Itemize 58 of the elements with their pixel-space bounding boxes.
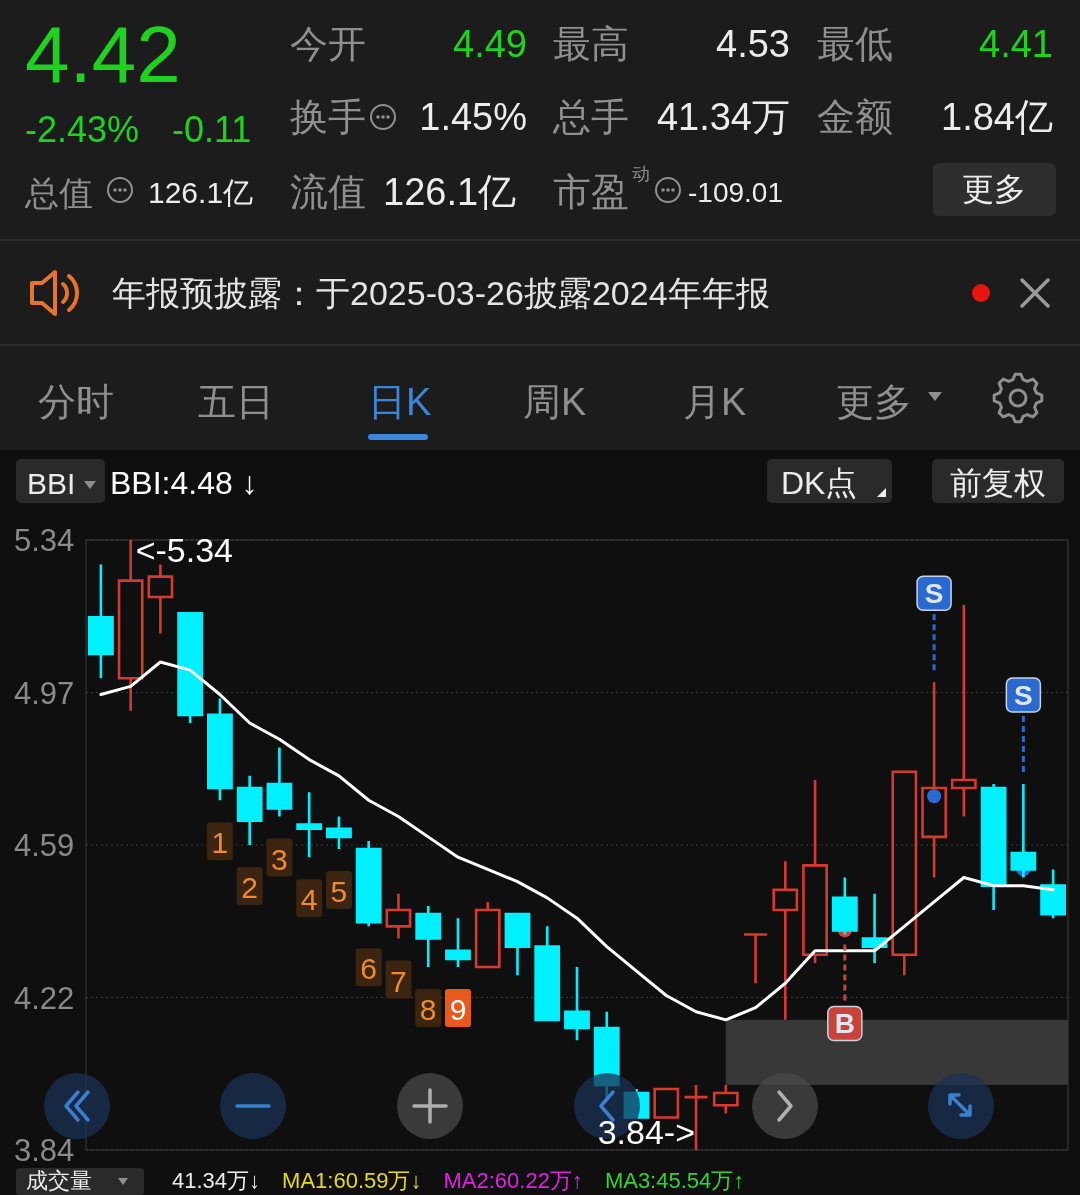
text: -109.01 xyxy=(688,177,783,208)
text: MA3:45.54万↑ xyxy=(604,1168,745,1193)
text: 分时 xyxy=(38,381,114,423)
text: 126.1亿 xyxy=(383,171,517,213)
text: 动 xyxy=(632,164,650,184)
text: 流值 xyxy=(290,171,366,213)
text: 市盈 xyxy=(553,171,629,213)
text: 7 xyxy=(390,964,407,998)
text: 更多 xyxy=(836,381,912,423)
text: 4.49 xyxy=(453,23,527,65)
text: 月K xyxy=(683,381,747,423)
text: 1 xyxy=(211,826,229,860)
text: MA1:60.59万↓ xyxy=(282,1168,422,1193)
text: 9 xyxy=(449,993,467,1026)
text: 年报预披露：于2025-03-26披露2024年年报 xyxy=(112,274,770,312)
annotation: S xyxy=(1014,680,1033,711)
y-tick-label: 4.59 xyxy=(14,828,75,863)
annotation: <-5.34 xyxy=(135,531,233,569)
text: 周K xyxy=(523,381,587,423)
text: 最高 xyxy=(553,23,629,65)
y-tick-label: 4.22 xyxy=(14,980,75,1016)
text: 换手 xyxy=(290,96,366,138)
text: 总值 xyxy=(24,174,93,212)
y-tick-label: 5.34 xyxy=(14,523,75,558)
text: -2.43% xyxy=(25,109,140,150)
text: 金额 xyxy=(817,96,893,138)
text: 41.34万 xyxy=(656,96,790,138)
y-tick-label: 3.84 xyxy=(14,1133,75,1168)
text: 成交量 xyxy=(26,1168,92,1193)
text: 4.53 xyxy=(716,23,790,65)
text: 41.34万↓ xyxy=(172,1168,261,1193)
text: 五日 xyxy=(198,381,274,423)
text: MA2:60.22万↑ xyxy=(443,1168,583,1193)
text: 总手 xyxy=(552,96,629,138)
text: BBI xyxy=(27,467,76,500)
text: 4 xyxy=(300,883,318,917)
annotation: S xyxy=(924,578,944,610)
text: BBI:4.48 ↓ xyxy=(110,465,258,501)
text: 更多 xyxy=(962,171,1026,207)
text: 1.45% xyxy=(419,96,527,138)
text: 3 xyxy=(271,842,288,876)
text: 1.84亿 xyxy=(941,96,1053,138)
text: 2 xyxy=(241,871,259,904)
text: 6 xyxy=(360,952,378,986)
text: 最低 xyxy=(817,23,893,65)
text: -0.11 xyxy=(172,109,252,150)
text: 126.1亿 xyxy=(148,176,254,209)
text: 5 xyxy=(330,875,348,909)
annotation: 3.84-> xyxy=(597,1113,696,1151)
text: 4.41 xyxy=(979,23,1053,65)
text: 4.42 xyxy=(25,10,181,99)
text: 日K xyxy=(368,381,432,423)
text: 前复权 xyxy=(950,465,1046,501)
annotation: B xyxy=(834,1008,855,1040)
text: 8 xyxy=(419,993,437,1026)
text: 今开 xyxy=(290,23,366,65)
y-tick-label: 4.97 xyxy=(14,675,75,711)
text: DK点 xyxy=(781,465,858,501)
